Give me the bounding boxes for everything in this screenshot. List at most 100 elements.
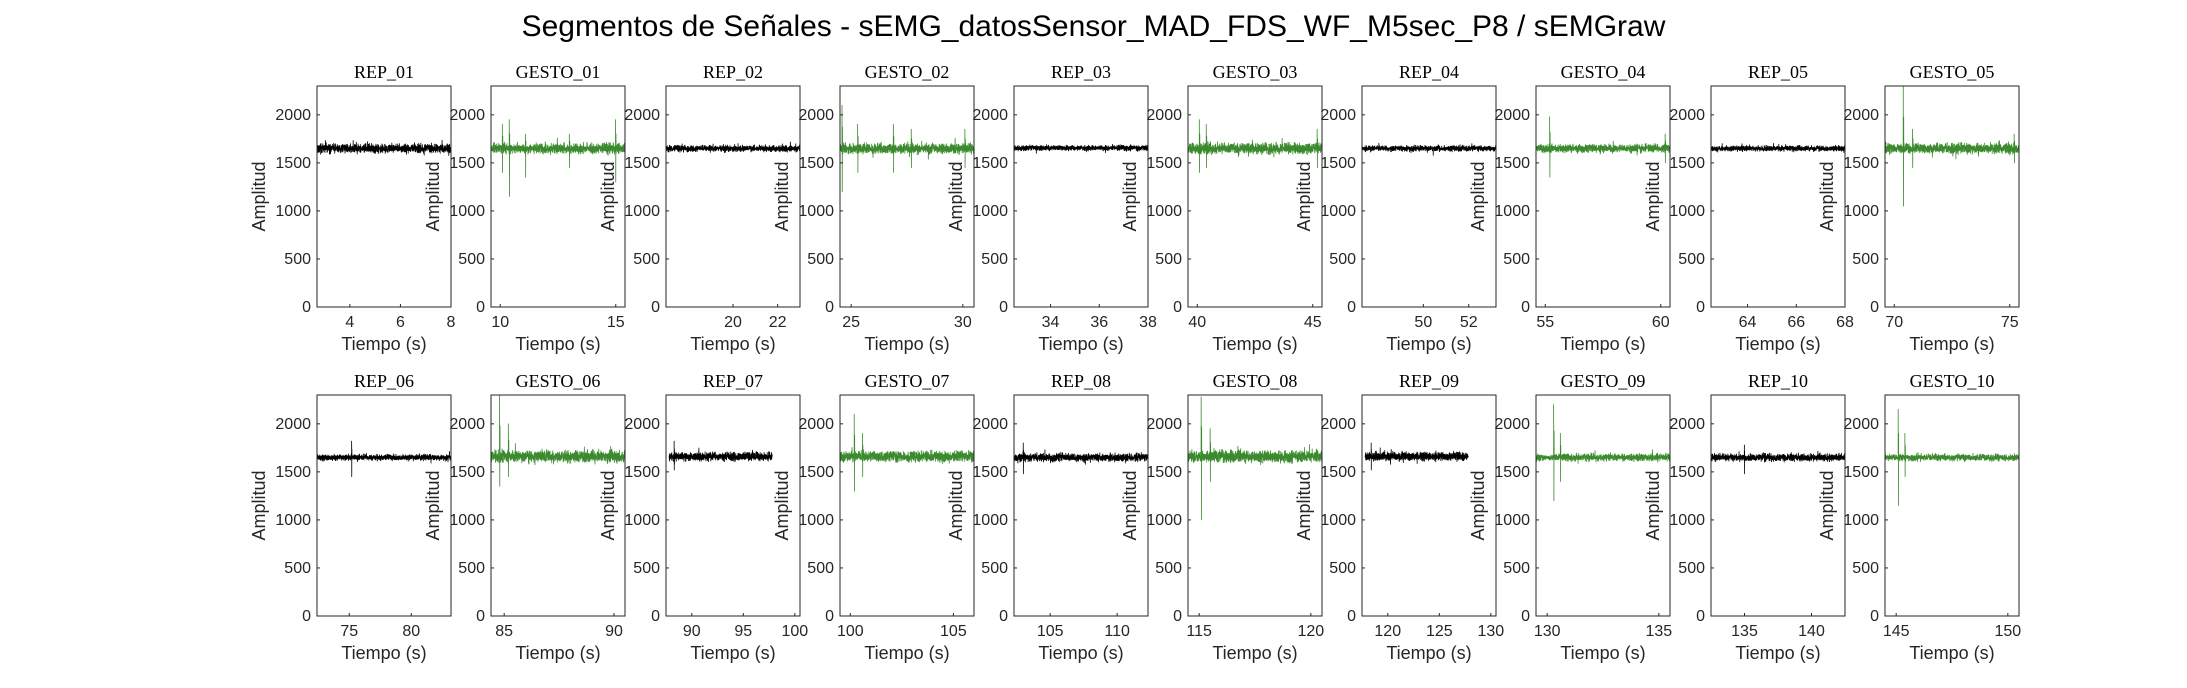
y-tick-label: 0 [1696,299,1705,316]
x-axis-label: Tiempo (s) [1909,643,1994,663]
axes-box [1187,394,1323,617]
y-tick-label: 1000 [1843,203,1879,220]
x-tick-label: 135 [1731,623,1758,640]
axes-box [1535,394,1671,617]
x-axis-label: Tiempo (s) [1735,643,1820,663]
x-axis-label: Tiempo (s) [690,643,775,663]
y-axis-label: Amplitud [1643,161,1663,231]
y-tick-label: 1500 [1146,155,1182,172]
subplot-gesto-07: GESTO_07 0 500 1000 1500 2000 100 105 Tiempo (s)… [772,371,975,663]
y-axis-label: Amplitud [772,470,792,540]
y-tick-label: 500 [1503,251,1530,268]
x-tick-label: 38 [1139,314,1157,331]
axes-box [839,85,975,308]
y-tick-label: 1500 [1843,155,1879,172]
y-tick-label: 500 [284,560,311,577]
signal-series [839,104,975,193]
y-tick-label: 2000 [275,107,311,124]
y-tick-label: 0 [1521,608,1530,625]
y-tick-label: 1500 [798,464,834,481]
subplot-rep-07: REP_07 0 500 1000 1500 2000 90 95 100 Tiempo (s) A… [598,371,808,663]
y-axis-label: Amplitud [772,161,792,231]
y-tick-label: 1000 [798,512,834,529]
y-axis-label: Amplitud [946,470,966,540]
x-tick-label: 20 [724,314,742,331]
subplot-title: REP_07 [703,371,763,391]
subplot-title: REP_05 [1748,62,1808,82]
y-tick-label: 1000 [798,203,834,220]
x-tick-label: 75 [2001,314,2019,331]
y-axis-label: Amplitud [1468,470,1488,540]
x-tick-label: 80 [402,623,420,640]
y-tick-label: 1500 [624,464,660,481]
y-tick-label: 1500 [1843,464,1879,481]
x-tick-label: 30 [954,314,972,331]
subplot-rep-04: REP_04 0 500 1000 1500 2000 50 52 Tiempo (s) Ampl… [1294,62,1497,354]
x-tick-label: 50 [1414,314,1432,331]
y-tick-label: 1500 [624,155,660,172]
signal-series [1710,444,1846,475]
y-tick-label: 1500 [972,155,1008,172]
y-tick-label: 1500 [1669,464,1705,481]
signal-series [1884,409,2020,506]
axes-box [1710,85,1846,308]
subplot-title: GESTO_01 [516,62,601,82]
x-tick-label: 130 [1534,623,1561,640]
signal-series [1013,143,1149,154]
x-axis-label: Tiempo (s) [341,334,426,354]
x-tick-label: 60 [1652,314,1670,331]
signal-series [316,139,452,156]
y-tick-label: 0 [302,299,311,316]
axes-box [1884,85,2020,308]
subplot-gesto-02: GESTO_02 0 500 1000 1500 2000 25 30 Tiempo (s) Am… [772,62,975,354]
x-tick-label: 100 [781,623,808,640]
subplot-gesto-04: GESTO_04 0 500 1000 1500 2000 55 60 Tiempo (s) Am… [1468,62,1671,354]
y-tick-label: 500 [1155,251,1182,268]
x-tick-label: 10 [491,314,509,331]
subplot-rep-10: REP_10 0 500 1000 1500 2000 135 140 Tiempo (s) Am… [1643,371,1846,663]
x-tick-label: 150 [1994,623,2021,640]
subplot-title: GESTO_05 [1910,62,1995,82]
y-tick-label: 1000 [1669,512,1705,529]
axes-box [1013,85,1149,308]
axes-box [1361,85,1497,308]
y-axis-label: Amplitud [423,161,443,231]
y-axis-label: Amplitud [249,470,269,540]
x-axis-label: Tiempo (s) [864,334,949,354]
subplot-title: GESTO_02 [865,62,950,82]
subplot-rep-09: REP_09 0 500 1000 1500 2000 120 125 130 Tiempo (s… [1294,371,1504,663]
axes-box [1884,394,2020,617]
y-tick-label: 1000 [1146,512,1182,529]
x-tick-label: 70 [1885,314,1903,331]
y-tick-label: 0 [476,299,485,316]
y-tick-label: 1500 [1494,464,1530,481]
y-tick-label: 2000 [1843,107,1879,124]
y-tick-label: 0 [651,299,660,316]
y-tick-label: 0 [1870,299,1879,316]
subplot-title: REP_08 [1051,371,1111,391]
axes-box [665,394,801,617]
subplot-title: REP_06 [354,371,414,391]
y-tick-label: 2000 [1146,107,1182,124]
signal-series [1535,404,1671,502]
x-tick-label: 100 [837,623,864,640]
y-tick-label: 500 [1852,251,1879,268]
x-axis-label: Tiempo (s) [1212,643,1297,663]
y-tick-label: 1000 [624,203,660,220]
signal-series [1361,142,1497,156]
y-tick-label: 2000 [1146,416,1182,433]
x-tick-label: 110 [1104,623,1130,640]
y-axis-label: Amplitud [1643,470,1663,540]
y-tick-label: 0 [651,608,660,625]
y-tick-label: 500 [458,251,485,268]
y-tick-label: 500 [1155,560,1182,577]
subplot-gesto-01: GESTO_01 0 500 1000 1500 2000 10 15 Tiempo (s) Am… [423,62,626,354]
subplot-gesto-05: GESTO_05 0 500 1000 1500 2000 70 75 Tiempo (s) Am… [1817,62,2020,354]
y-tick-label: 500 [807,251,834,268]
subplot-rep-05: REP_05 0 500 1000 1500 2000 64 66 68 Tiempo (s) Am… [1643,62,1854,354]
y-tick-label: 500 [284,251,311,268]
y-tick-label: 1000 [972,512,1008,529]
y-tick-label: 1000 [624,512,660,529]
